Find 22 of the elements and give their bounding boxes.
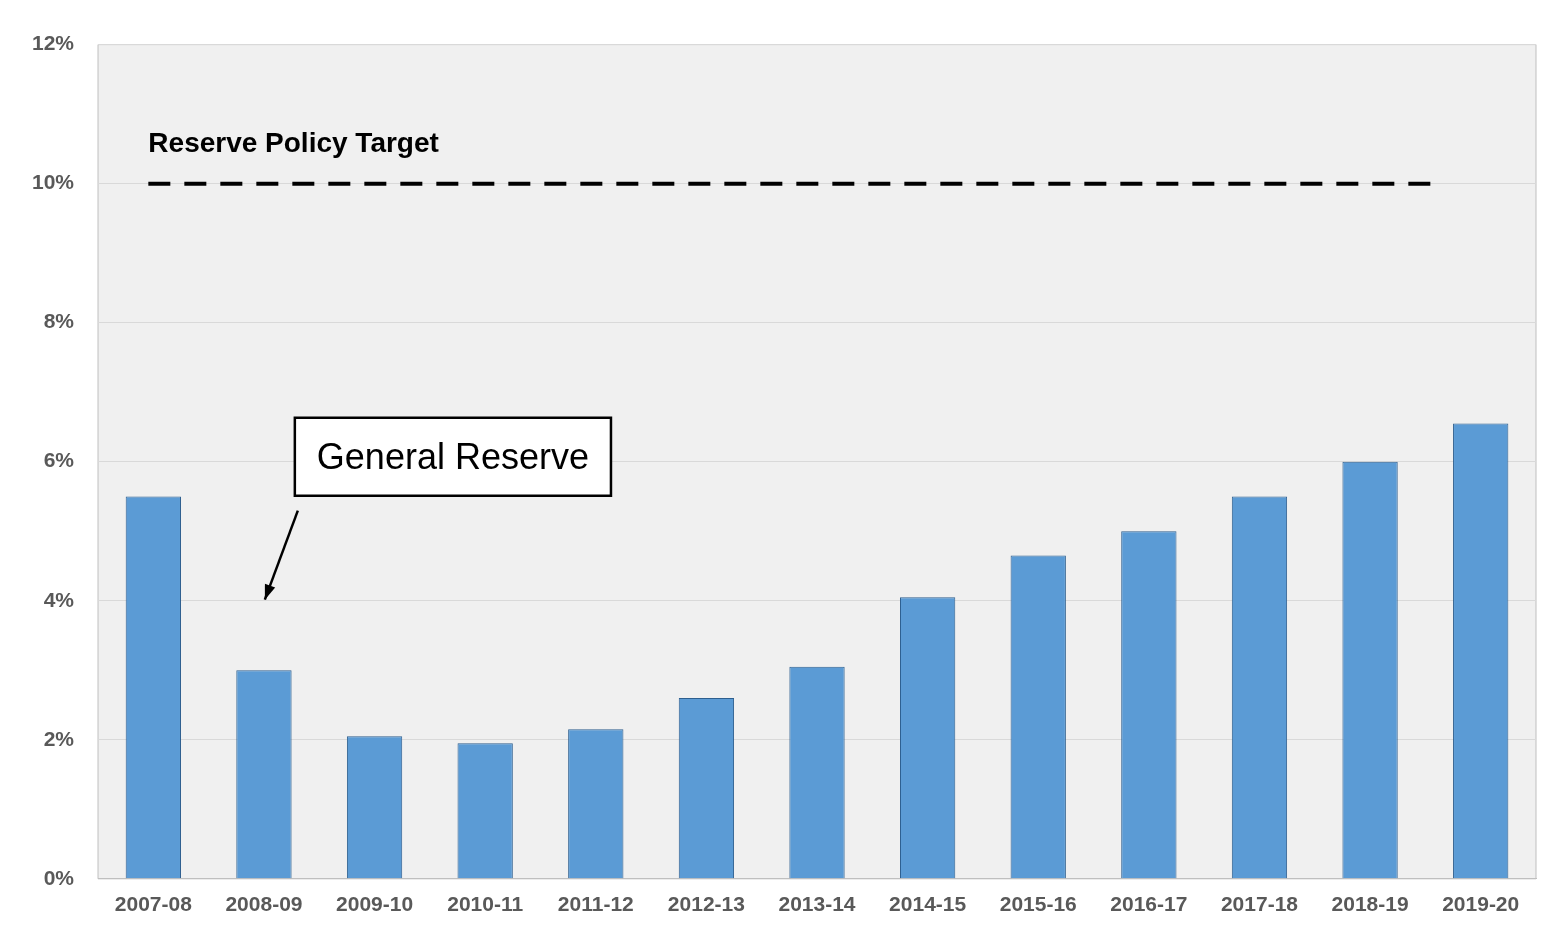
y-tick-label: 10% (32, 170, 75, 194)
x-tick-label: 2015-16 (999, 892, 1077, 916)
x-tick-label: 2017-18 (1220, 892, 1299, 916)
y-tick-label: 6% (43, 448, 75, 472)
x-tick-label: 2007-08 (114, 892, 193, 916)
x-tick-label: 2016-17 (1110, 892, 1188, 916)
y-tick-label: 8% (43, 309, 75, 333)
y-tick-label: 12% (32, 31, 75, 55)
x-tick-label: 2008-09 (225, 892, 303, 916)
x-tick-label: 2014-15 (889, 892, 967, 916)
y-tick-label: 4% (43, 587, 75, 611)
y-tick-label: 0% (43, 865, 75, 889)
x-tick-label: 2011-12 (557, 892, 634, 916)
y-tick-label: 2% (43, 726, 75, 750)
x-tick-label: 2009-10 (336, 892, 414, 916)
ref-line-label: Reserve Policy Target (148, 126, 439, 158)
x-tick-label: 2019-20 (1442, 892, 1520, 916)
x-tick-label: 2012-13 (667, 892, 745, 916)
x-tick-label: 2018-19 (1331, 892, 1409, 916)
x-tick-label: 2010-11 (447, 892, 524, 916)
annotation: General Reserve (316, 435, 589, 477)
x-tick-label: 2013-14 (778, 892, 856, 916)
